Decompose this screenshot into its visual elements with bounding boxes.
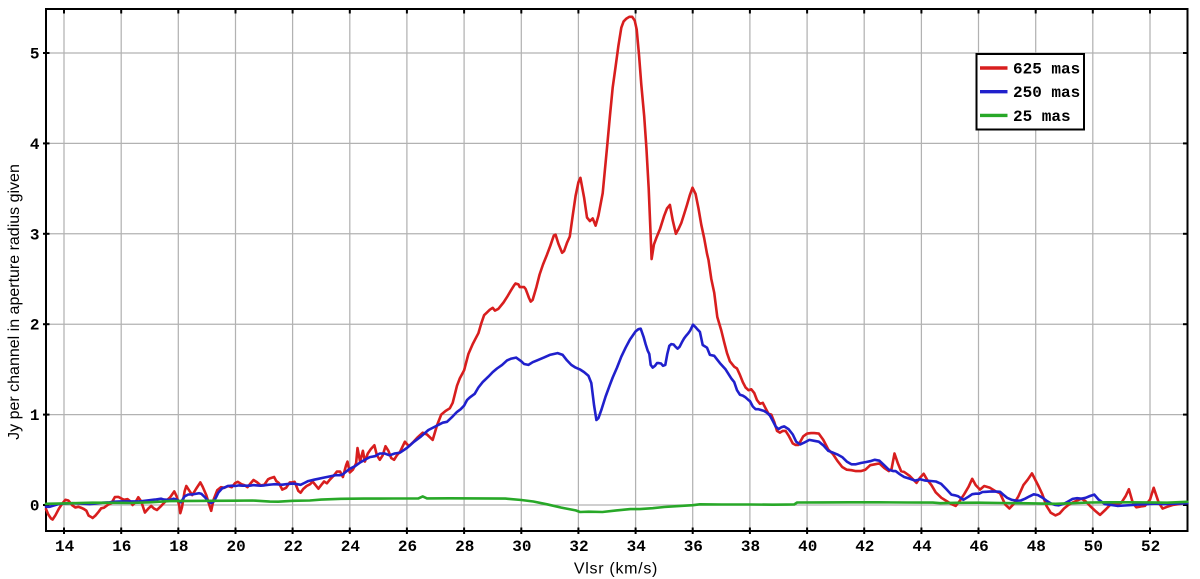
svg-text:36: 36 [684,538,703,556]
svg-text:14: 14 [55,538,75,556]
svg-text:4: 4 [30,136,40,154]
svg-text:24: 24 [341,538,361,556]
svg-text:16: 16 [112,538,131,556]
svg-text:2: 2 [30,317,40,335]
svg-text:0: 0 [30,498,40,516]
svg-text:625 mas: 625 mas [1013,61,1080,79]
svg-text:48: 48 [1027,538,1046,556]
svg-text:28: 28 [455,538,474,556]
svg-text:30: 30 [512,538,531,556]
svg-text:3: 3 [30,226,40,244]
svg-text:40: 40 [798,538,817,556]
svg-text:18: 18 [169,538,188,556]
svg-text:44: 44 [912,538,932,556]
svg-text:26: 26 [398,538,417,556]
svg-text:250 mas: 250 mas [1013,84,1080,102]
svg-text:32: 32 [569,538,588,556]
svg-text:22: 22 [284,538,303,556]
svg-text:38: 38 [741,538,760,556]
svg-text:20: 20 [226,538,245,556]
svg-text:Jy per channel in aperture rad: Jy per channel in aperture radius given [6,164,23,440]
svg-text:50: 50 [1084,538,1103,556]
svg-text:42: 42 [855,538,874,556]
svg-text:46: 46 [969,538,988,556]
svg-text:Vlsr (km/s): Vlsr (km/s) [574,561,658,578]
svg-text:34: 34 [627,538,647,556]
svg-text:1: 1 [30,407,40,425]
svg-text:25 mas: 25 mas [1013,108,1071,126]
svg-text:52: 52 [1141,538,1160,556]
svg-text:5: 5 [30,46,40,64]
